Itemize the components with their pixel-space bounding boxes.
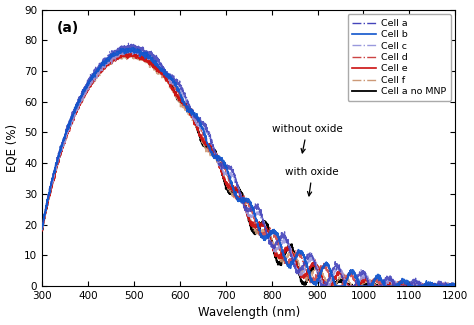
Y-axis label: EQE (%): EQE (%): [6, 124, 18, 172]
Text: (a): (a): [56, 20, 79, 35]
Text: without oxide: without oxide: [272, 124, 342, 153]
X-axis label: Wavelength (nm): Wavelength (nm): [198, 306, 300, 319]
Legend: Cell a, Cell b, Cell c, Cell d, Cell e, Cell f, Cell a no MNP: Cell a, Cell b, Cell c, Cell d, Cell e, …: [347, 14, 451, 101]
Text: with oxide: with oxide: [285, 167, 339, 196]
